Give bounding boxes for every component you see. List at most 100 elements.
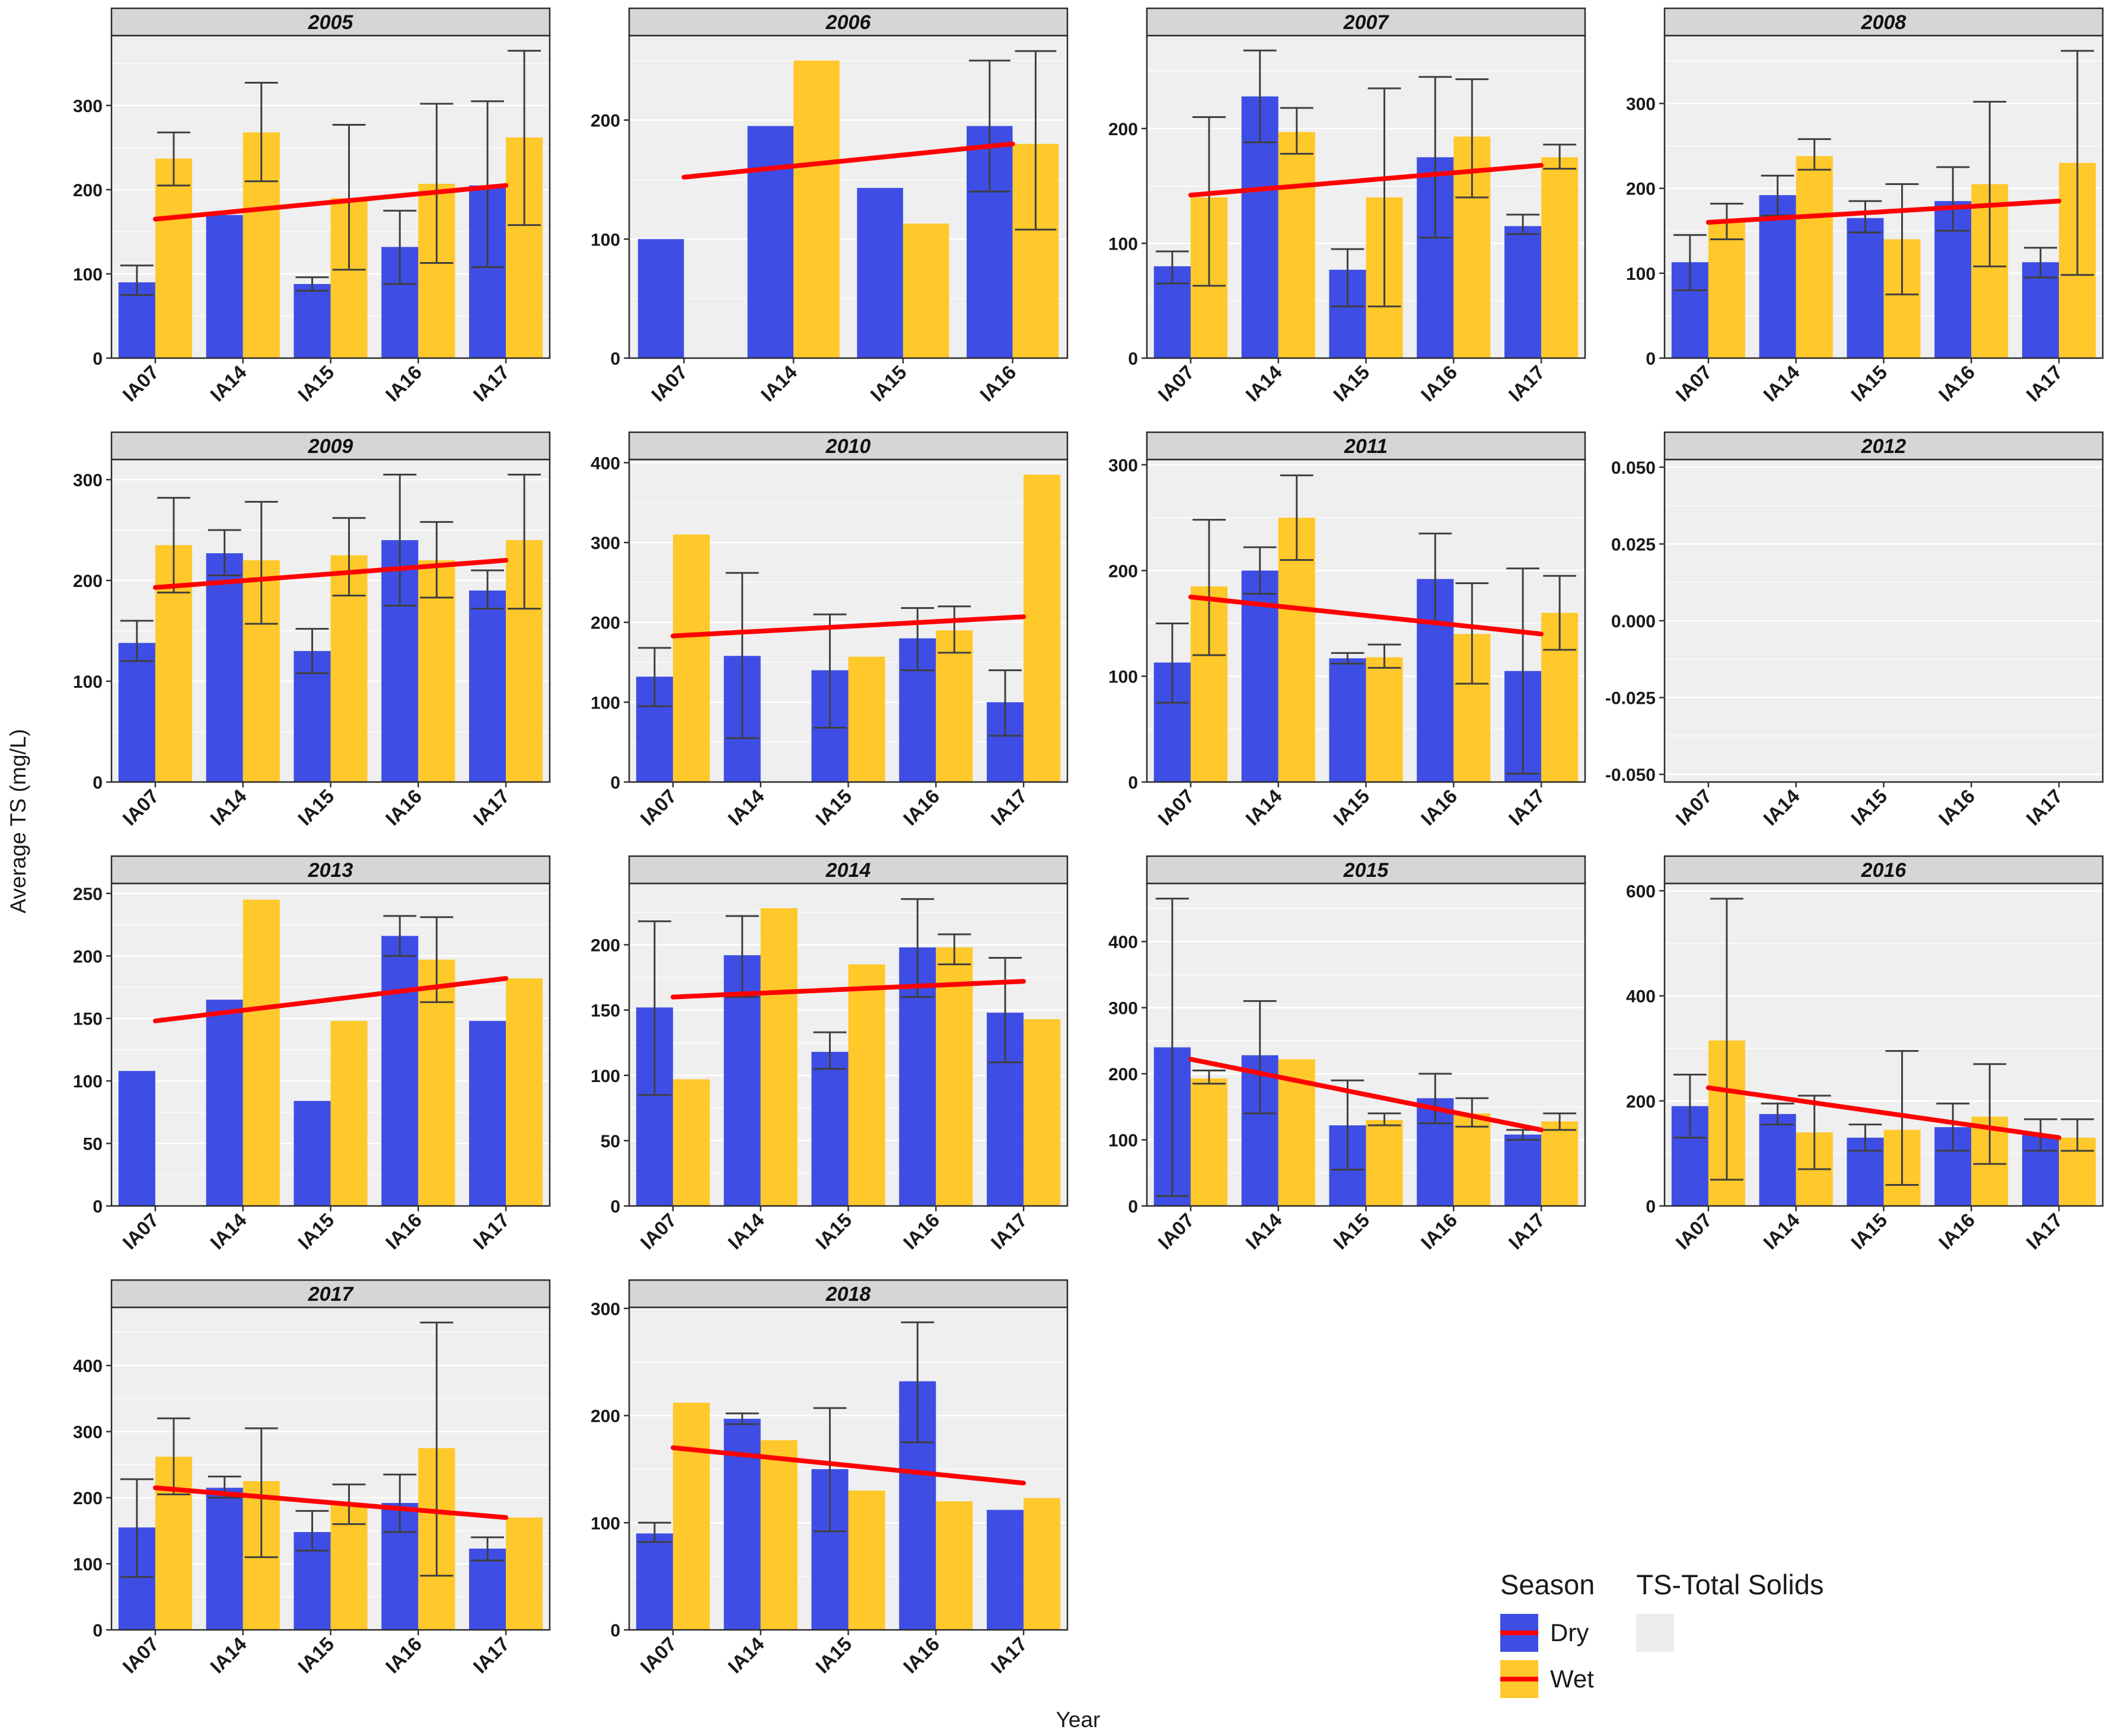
legend-item-dry: Dry <box>1500 1614 1595 1652</box>
x-tick-label: IA16 <box>1417 1209 1461 1253</box>
y-tick-label: 200 <box>73 572 103 591</box>
x-tick-label: IA15 <box>294 1209 338 1253</box>
x-tick-label: IA15 <box>294 1633 338 1677</box>
bar-dry <box>1329 658 1366 782</box>
y-tick-label: 300 <box>591 1300 620 1319</box>
chart-panel-2007: 2007 0 100 200 IA07 IA14 IA15 IA16 IA17 <box>1108 7 1586 406</box>
bar-wet <box>760 908 798 1206</box>
facet-title: 2014 <box>825 859 871 882</box>
x-tick-label: IA16 <box>899 1633 943 1677</box>
x-tick-label: IA14 <box>1759 360 1804 406</box>
facet-title: 2015 <box>1343 859 1389 882</box>
x-tick-label: IA15 <box>1329 361 1373 406</box>
facet-cell-2010: 2010 0 100 200 300 400 IA07 IA14 IA15 IA16 IA17 <box>559 429 1077 853</box>
x-tick-label: IA17 <box>987 785 1031 829</box>
bar-wet <box>848 656 885 782</box>
x-tick-label: IA17 <box>1504 361 1549 406</box>
y-tick-label: 100 <box>1108 1131 1138 1151</box>
x-tick-label: IA14 <box>723 1632 769 1677</box>
bar-wet <box>672 1079 710 1206</box>
y-tick-label: 200 <box>591 614 620 633</box>
x-tick-label: IA14 <box>723 1208 769 1253</box>
facet-title: 2017 <box>308 1283 355 1306</box>
y-tick-label: 400 <box>1108 933 1138 952</box>
legend-key-wet-swatch <box>1500 1660 1538 1698</box>
bar-wet <box>936 1501 973 1630</box>
trend-line <box>670 979 1026 1000</box>
x-tick-label: IA16 <box>899 1209 943 1253</box>
chart-panel-2018: 2018 0 100 200 300 IA07 IA14 IA15 IA16 IA17 <box>591 1279 1069 1677</box>
bar-dry <box>118 1071 155 1206</box>
x-tick-label: IA07 <box>636 1209 680 1253</box>
x-tick-label: IA14 <box>757 360 802 406</box>
chart-panel-2005: 2005 0 100 200 300 IA07 IA14 IA15 IA16 IA17 <box>73 7 551 406</box>
x-axis-title: Year <box>1056 1708 1101 1732</box>
x-tick-label: IA15 <box>294 361 338 406</box>
facet-strip <box>1663 431 2104 461</box>
y-tick-label: 0 <box>610 773 620 793</box>
x-tick-label: IA14 <box>1241 784 1286 829</box>
x-tick-label: IA07 <box>636 785 680 829</box>
bar-wet <box>1024 1019 1061 1206</box>
trend-line <box>681 141 1015 180</box>
facet-cell-2016: 2016 0 200 400 600 IA07 IA14 IA15 IA16 IA17 <box>1595 853 2112 1277</box>
bar-wet <box>330 1020 368 1206</box>
bar-dry <box>747 126 794 358</box>
bar-wet <box>1541 157 1579 358</box>
x-tick-label: IA17 <box>469 1209 514 1253</box>
bar-dry <box>987 1510 1024 1630</box>
x-tick-label: IA07 <box>647 361 691 406</box>
bar-dry <box>206 553 243 782</box>
x-tick-label: IA15 <box>811 1209 856 1253</box>
x-tick-label: IA16 <box>975 361 1020 406</box>
bar-dry <box>811 1052 849 1206</box>
bar-wet <box>672 1402 710 1630</box>
bar-dry <box>118 643 155 782</box>
x-tick-label: IA17 <box>1504 785 1549 829</box>
trend-line <box>152 183 509 222</box>
y-tick-label: 100 <box>73 265 103 285</box>
y-tick-label: 0 <box>1128 773 1138 793</box>
y-tick-label: 0 <box>1128 1197 1138 1217</box>
x-tick-label: IA14 <box>1241 360 1286 406</box>
trend-line <box>152 558 509 590</box>
bar-dry <box>469 1548 506 1630</box>
facet-strip <box>110 855 551 885</box>
y-tick-label: 100 <box>1108 668 1138 687</box>
bar-wet <box>1366 1120 1403 1206</box>
y-tick-label: 200 <box>73 947 103 966</box>
trend-line <box>1188 162 1544 198</box>
facet-title: 2018 <box>825 1283 871 1306</box>
chart-panel-2006: 2006 0 100 200 IA07 IA14 IA15 IA16 <box>591 7 1069 406</box>
y-tick-label: 100 <box>591 1067 620 1086</box>
facet-strip <box>628 7 1069 37</box>
x-tick-label: IA14 <box>723 784 769 829</box>
bar-dry <box>636 1533 673 1630</box>
chart-panel-2017: 2017 0 100 200 300 400 IA07 IA14 IA15 IA16 IA17 <box>73 1279 551 1677</box>
bar-dry <box>1759 195 1796 358</box>
y-tick-label: 300 <box>1108 999 1138 1019</box>
bar-wet <box>1190 1078 1228 1206</box>
bar-wet <box>903 224 949 358</box>
bar-dry <box>1847 218 1884 358</box>
y-tick-label: 250 <box>73 885 103 904</box>
x-tick-label: IA07 <box>118 361 162 406</box>
trend-line <box>670 1445 1026 1486</box>
x-tick-label: IA14 <box>206 784 251 829</box>
facet-strip <box>110 1279 551 1309</box>
facet-title: 2008 <box>1861 11 1906 34</box>
y-tick-label: 0 <box>1646 349 1656 369</box>
x-tick-label: IA07 <box>118 1633 162 1677</box>
legend-ts-title: TS-Total Solids <box>1636 1569 1824 1600</box>
y-tick-label: 200 <box>1108 120 1138 139</box>
x-tick-label: IA16 <box>1934 361 1979 406</box>
y-tick-label: 0 <box>1646 1197 1656 1217</box>
facet-title: 2013 <box>308 859 353 882</box>
x-tick-label: IA16 <box>381 1633 426 1677</box>
bar-wet <box>848 964 885 1206</box>
bar-dry <box>294 284 331 358</box>
facet-title: 2010 <box>825 435 871 458</box>
x-tick-label: IA17 <box>1504 1209 1549 1253</box>
bar-dry <box>723 1418 761 1630</box>
legend-season-title: Season <box>1500 1569 1595 1600</box>
